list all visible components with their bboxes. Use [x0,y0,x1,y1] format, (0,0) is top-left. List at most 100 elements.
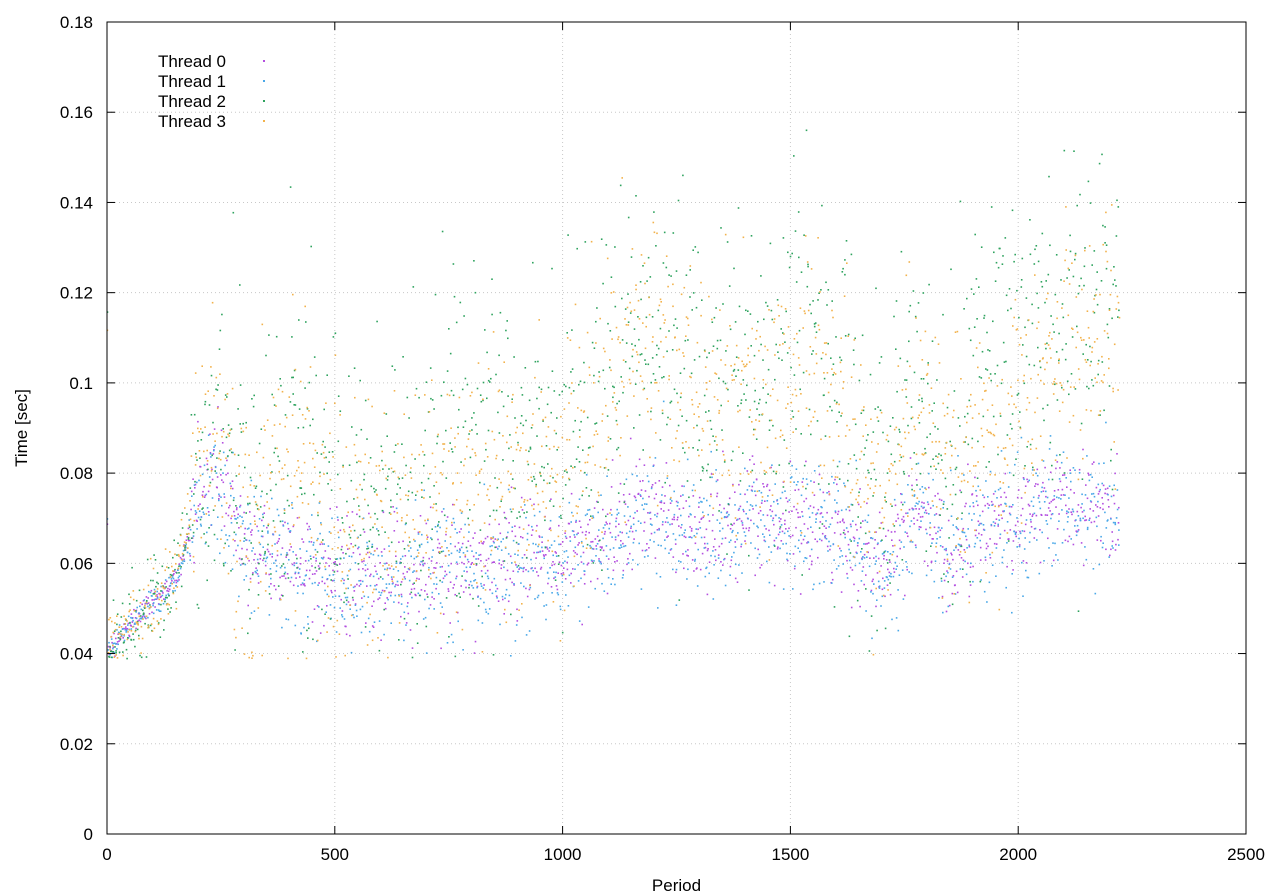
data-point [969,584,972,586]
data-point [561,541,564,543]
data-point [711,529,714,532]
data-point [487,557,490,560]
data-point [375,570,377,573]
data-point [142,609,144,612]
data-point [318,567,321,569]
data-point [997,266,1000,269]
data-point [949,568,952,570]
data-point [1049,441,1052,444]
data-point [1029,518,1032,521]
data-point [230,494,232,497]
data-point [853,537,856,540]
data-point [1097,373,1099,376]
data-point [214,505,216,507]
data-point [778,464,781,466]
data-point [284,521,286,524]
data-point [471,519,474,522]
data-point [618,500,621,503]
data-point [842,267,844,270]
data-point [1008,505,1011,508]
data-point [694,542,697,545]
data-point [621,297,623,300]
data-point [207,434,210,436]
data-point [1093,520,1096,523]
data-point [623,483,626,485]
data-point [210,524,213,526]
data-point [572,466,574,469]
data-point [220,529,223,532]
data-point [390,513,392,515]
data-point [152,604,154,607]
data-point [461,388,464,391]
data-point [449,622,451,624]
data-point [750,235,753,237]
data-point [164,569,166,572]
data-point [660,544,662,547]
data-point [242,520,244,522]
data-point [989,553,991,556]
data-point [914,315,917,318]
data-point [611,338,613,340]
data-point [400,519,403,522]
data-point [362,568,364,570]
data-point [280,598,282,601]
data-point [359,379,361,382]
data-point [479,481,481,484]
data-point [870,591,872,593]
data-point [536,551,538,554]
data-point [340,548,343,551]
data-point [124,628,127,630]
data-point [671,500,673,502]
data-point [318,568,320,570]
data-point [648,495,650,498]
data-point [112,651,114,653]
data-point [264,590,267,592]
data-point [1070,538,1072,540]
data-point [725,512,728,514]
data-point [558,543,560,546]
data-point [631,355,634,358]
data-point [1077,515,1080,517]
data-point [273,562,275,564]
data-point [313,608,316,610]
data-point [1065,477,1067,479]
data-point [604,387,606,390]
data-point [468,433,470,435]
data-point [1116,489,1119,491]
data-point [984,556,987,559]
data-point [927,382,929,385]
data-point [305,321,307,323]
data-point [613,386,615,389]
data-point [442,443,444,445]
data-point [286,553,289,556]
data-point [503,613,505,615]
data-point [942,507,944,509]
data-point [279,576,281,579]
data-point [223,496,226,498]
data-point [322,556,325,559]
data-point [663,231,666,234]
data-point [838,411,840,413]
data-point [875,478,877,481]
data-point [587,454,590,456]
data-point [669,523,671,526]
data-point [316,639,319,642]
data-point [871,637,873,640]
data-point [361,597,363,599]
data-point [508,594,511,597]
data-point [151,630,154,632]
data-point [335,558,337,560]
data-point [431,538,433,541]
data-point [791,464,793,467]
data-point [520,506,522,508]
data-point [629,382,632,385]
data-point [992,493,995,495]
data-point [599,317,601,320]
data-point [404,523,407,526]
data-point [207,511,210,513]
data-point [669,401,672,404]
data-point [557,572,559,574]
data-point [227,572,230,575]
data-point [112,647,114,650]
data-point [741,522,744,524]
